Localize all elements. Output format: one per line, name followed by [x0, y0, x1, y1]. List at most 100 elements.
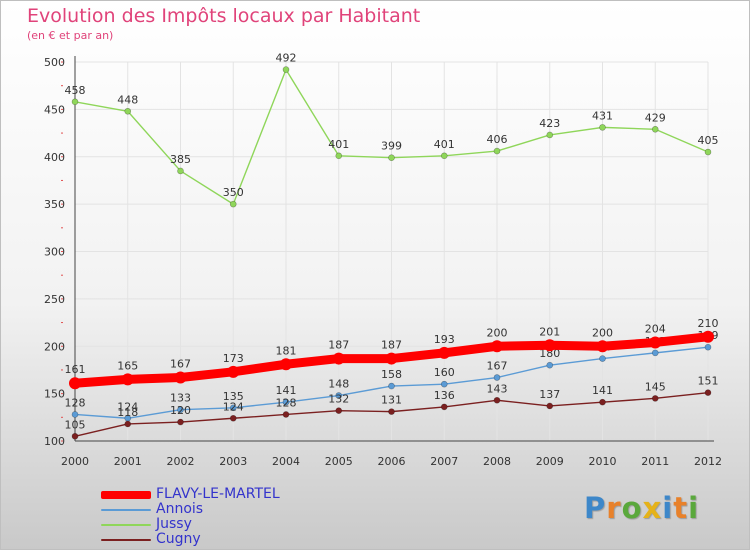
data-point — [388, 382, 395, 390]
logo-letter: o — [621, 491, 643, 525]
data-label: 187 — [328, 339, 349, 352]
x-tick-label: 2004 — [272, 455, 300, 468]
data-point — [596, 340, 609, 353]
data-point — [493, 147, 501, 155]
chart-subtitle: (en € et par an) — [27, 29, 114, 42]
data-point — [177, 167, 184, 175]
data-point — [177, 406, 184, 414]
legend-label: Jussy — [156, 516, 192, 532]
data-label: 180 — [539, 347, 560, 360]
data-label: 401 — [434, 138, 455, 151]
x-tick-label: 2009 — [536, 455, 564, 468]
y-tick-label: 150 — [44, 388, 65, 401]
data-point — [71, 98, 79, 106]
data-label: 200 — [487, 326, 508, 339]
legend-swatch — [101, 539, 151, 541]
data-label: 165 — [117, 359, 138, 372]
data-label: 423 — [539, 117, 560, 130]
data-label: 128 — [65, 396, 86, 409]
data-point — [702, 330, 714, 343]
x-tick-label: 2005 — [325, 455, 353, 468]
data-point — [335, 407, 343, 414]
data-label: 429 — [645, 111, 666, 124]
data-label: 385 — [170, 153, 191, 166]
data-label: 131 — [381, 394, 402, 407]
data-label: 201 — [539, 325, 560, 338]
data-label: 448 — [117, 93, 138, 106]
data-label: 137 — [539, 388, 560, 401]
x-tick-label: 2008 — [483, 455, 511, 468]
x-tick-label: 2010 — [589, 455, 617, 468]
data-point — [177, 418, 184, 426]
legend-label: Annois — [156, 501, 204, 517]
legend-swatch — [101, 509, 151, 511]
data-label: 148 — [328, 378, 349, 391]
data-label: 118 — [117, 406, 138, 419]
data-point — [335, 152, 343, 160]
data-point — [651, 125, 659, 133]
legend-swatch — [101, 491, 151, 499]
data-point — [124, 420, 132, 428]
logo-letter: x — [642, 491, 663, 525]
data-point — [71, 432, 79, 440]
data-point — [335, 392, 343, 399]
data-point — [651, 349, 659, 357]
proxiti-logo: Proxiti — [584, 491, 699, 525]
data-point — [229, 404, 237, 412]
data-label: 210 — [698, 317, 719, 330]
data-label: 406 — [487, 133, 508, 146]
logo-letter: t — [673, 491, 689, 525]
data-point — [491, 340, 503, 353]
data-label: 458 — [65, 84, 86, 97]
data-label: 399 — [381, 140, 402, 153]
data-point — [546, 361, 554, 369]
data-point — [124, 107, 132, 115]
data-point — [440, 152, 448, 160]
data-label: 141 — [276, 384, 297, 397]
y-tick-label: 250 — [44, 293, 65, 306]
data-label: 135 — [223, 390, 244, 403]
data-label: 151 — [698, 375, 719, 388]
data-label: 141 — [592, 384, 613, 397]
data-label: 350 — [223, 186, 244, 199]
data-point — [280, 358, 292, 371]
data-point — [282, 66, 290, 73]
data-label: 167 — [487, 360, 508, 373]
data-label: 401 — [328, 138, 349, 151]
legend-label: FLAVY-LE-MARTEL — [156, 486, 280, 502]
y-tick-label: 450 — [44, 103, 65, 116]
logo-letter: r — [606, 491, 622, 525]
data-point — [704, 343, 712, 351]
logo-letter: i — [688, 491, 700, 525]
data-label: 160 — [434, 366, 455, 379]
data-label: 204 — [645, 322, 666, 335]
data-label: 143 — [487, 382, 508, 395]
data-point — [174, 371, 187, 384]
data-label: 200 — [592, 326, 613, 339]
legend-label: Cugny — [156, 531, 201, 547]
x-tick-label: 2001 — [114, 455, 142, 468]
data-point — [493, 374, 501, 381]
data-point — [227, 365, 240, 378]
y-tick-label: 500 — [44, 56, 65, 69]
data-point — [71, 411, 79, 418]
data-label: 405 — [698, 134, 719, 147]
data-point — [440, 380, 448, 388]
data-point — [543, 339, 556, 352]
data-label: 161 — [65, 363, 86, 376]
x-tick-label: 2003 — [219, 455, 247, 468]
data-label: 136 — [434, 389, 455, 402]
data-label: 158 — [381, 368, 402, 381]
data-point — [388, 408, 395, 415]
data-label: 187 — [381, 339, 402, 352]
y-tick-label: 400 — [44, 151, 65, 164]
data-point — [599, 124, 606, 131]
data-point — [649, 336, 662, 349]
data-label: 124 — [117, 400, 138, 413]
data-point — [493, 396, 501, 404]
data-point — [599, 398, 606, 406]
data-point — [704, 148, 712, 156]
data-label: 105 — [65, 418, 86, 431]
